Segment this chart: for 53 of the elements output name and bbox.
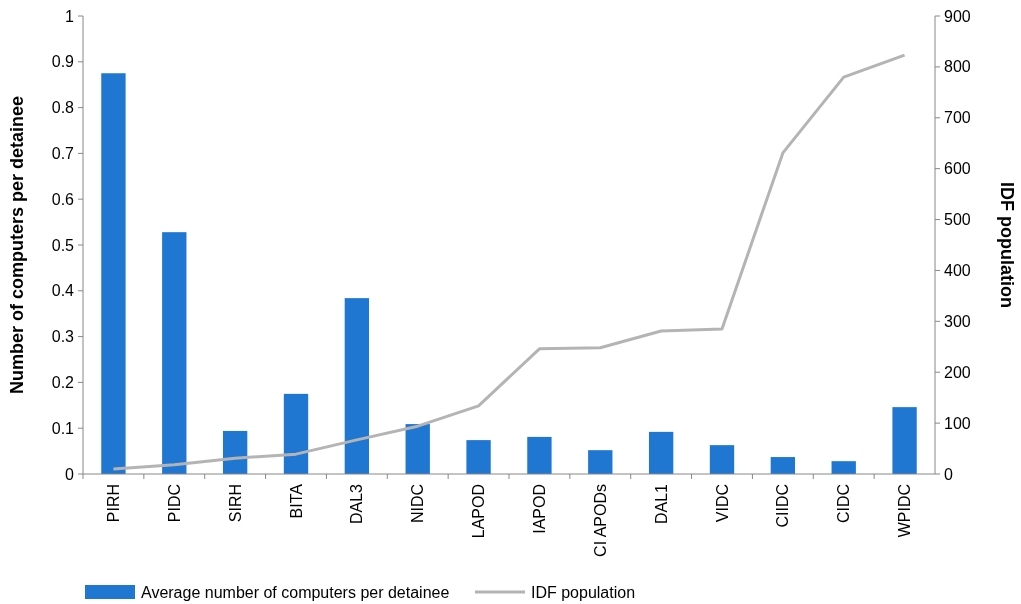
bar <box>892 407 917 474</box>
legend-label: Average number of computers per detainee <box>141 583 450 601</box>
bar <box>527 436 552 474</box>
y2-tick-label: 500 <box>944 211 971 229</box>
y2-tick-label: 300 <box>944 312 971 330</box>
y-tick-label: 0.6 <box>51 190 75 208</box>
x-tick-label: VIDC <box>713 484 731 523</box>
x-tick-label: CI APODs <box>591 484 609 557</box>
y2-axis-title: IDF population <box>997 182 1017 308</box>
y2-tick-label: 400 <box>944 262 971 280</box>
x-tick-label: BITA <box>287 483 305 519</box>
y2-tick-label: 900 <box>944 7 971 25</box>
y2-tick-label: 700 <box>944 109 971 127</box>
y-tick-label: 0.7 <box>51 145 75 162</box>
y-tick-label: 0.5 <box>51 236 75 254</box>
y-tick-label: 0.1 <box>51 419 75 437</box>
x-tick-label: PIRH <box>105 484 123 523</box>
y-tick-label: 0.2 <box>51 374 75 391</box>
y2-tick-label: 0 <box>944 465 953 483</box>
x-tick-label: LAPOD <box>470 484 488 539</box>
y-tick-label: 0.4 <box>51 282 75 300</box>
legend-label: IDF population <box>531 583 636 601</box>
bar <box>770 457 796 474</box>
x-tick-label: CIIDC <box>774 484 792 528</box>
bar <box>162 232 187 474</box>
y-tick-label: 0 <box>65 465 75 483</box>
bar <box>709 445 735 474</box>
x-tick-label: CIDC <box>835 484 853 524</box>
x-tick-label: NIDC <box>409 484 427 524</box>
bar <box>648 431 674 474</box>
x-tick-label: DAL1 <box>652 483 670 525</box>
bar <box>405 424 430 474</box>
bar <box>588 450 613 474</box>
bar <box>101 73 126 474</box>
y-tick-label: 0.8 <box>51 99 75 117</box>
x-tick-label: IAPOD <box>531 484 549 534</box>
y-axis-title: Number of computers per detainee <box>7 95 27 395</box>
y2-tick-label: 600 <box>944 160 971 178</box>
y-tick-label: 1 <box>65 7 75 25</box>
bar <box>466 440 491 474</box>
x-tick-label: SIRH <box>226 484 244 523</box>
bar <box>344 298 370 474</box>
x-tick-label: WPIDC <box>896 484 914 538</box>
bar <box>283 393 309 474</box>
line-series <box>111 53 907 471</box>
y2-tick-label: 100 <box>944 414 971 432</box>
y2-tick-label: 200 <box>944 363 971 381</box>
bar <box>831 461 856 474</box>
x-tick-label: PIDC <box>165 484 183 523</box>
y2-tick-label: 800 <box>944 58 971 76</box>
x-tick-label: DAL3 <box>348 483 366 525</box>
y-tick-label: 0.9 <box>51 53 75 71</box>
y-tick-label: 0.3 <box>51 328 75 346</box>
